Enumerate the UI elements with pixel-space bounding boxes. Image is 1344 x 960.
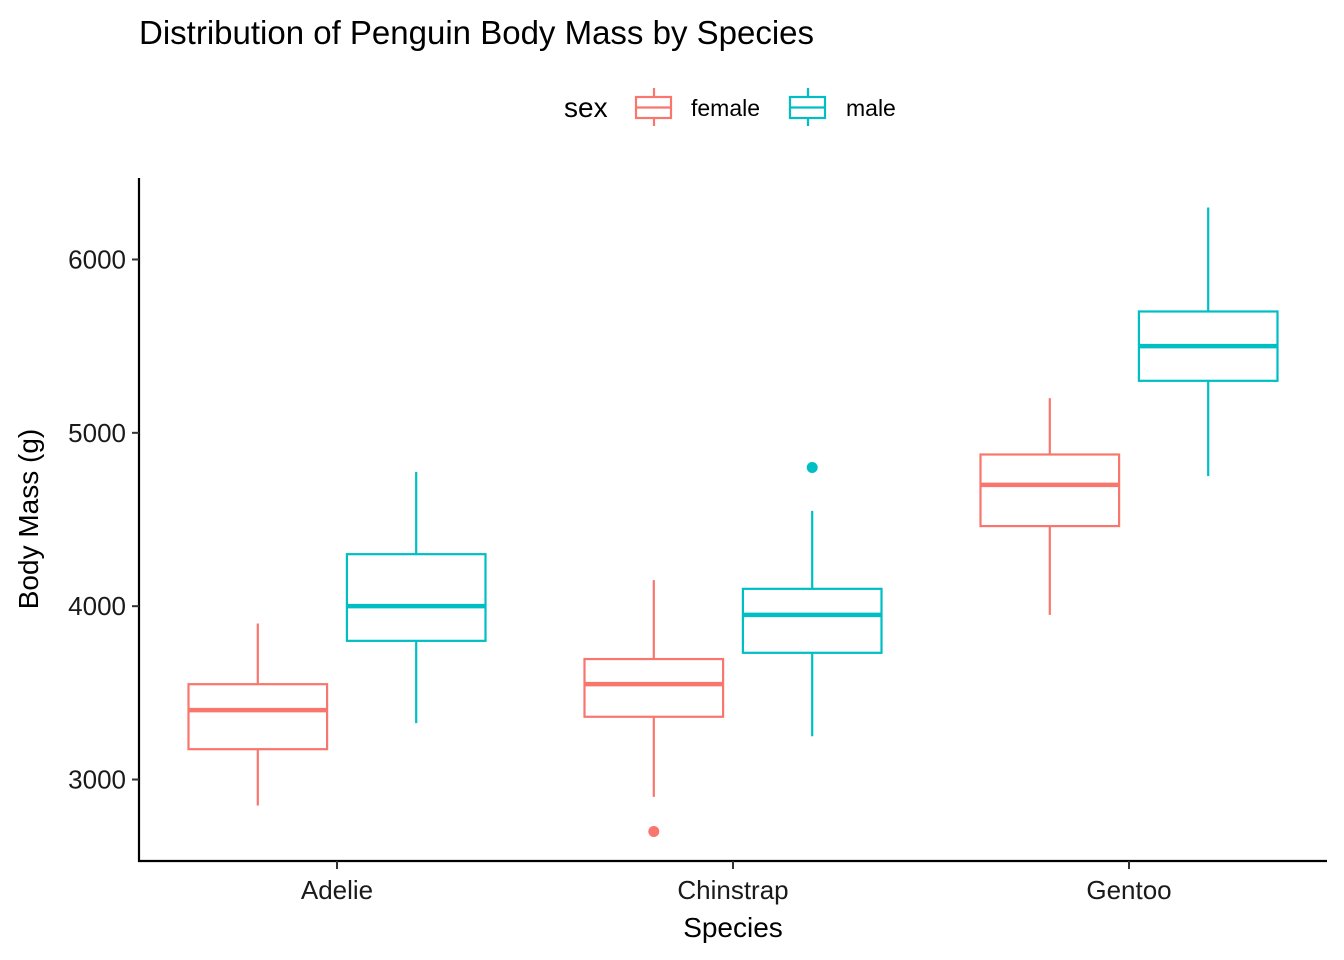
legend-key-male <box>788 88 827 126</box>
plot-area <box>187 207 1279 838</box>
y-axis-ticks: 3000 4000 5000 6000 <box>68 244 139 795</box>
x-axis-ticks: Adelie Chinstrap Gentoo <box>301 861 1172 905</box>
x-tick-label: Chinstrap <box>677 875 788 905</box>
box-iqr <box>345 553 487 642</box>
box-iqr <box>741 587 883 654</box>
box-adelie-male <box>345 471 487 724</box>
legend: sex female male <box>564 88 896 126</box>
box-chinstrap-female <box>583 580 725 838</box>
box-gentoo-female <box>979 398 1121 615</box>
outlier-point <box>806 461 818 473</box>
x-tick-label: Adelie <box>301 875 373 905</box>
legend-label-female: female <box>691 95 760 121</box>
chart-title: Distribution of Penguin Body Mass by Spe… <box>139 14 814 51</box>
outlier-point <box>648 826 660 838</box>
legend-label-male: male <box>846 95 896 121</box>
box-adelie-female <box>187 623 329 806</box>
legend-title: sex <box>564 92 608 123</box>
x-tick-label: Gentoo <box>1086 875 1171 905</box>
y-tick-label: 3000 <box>68 765 126 795</box>
y-tick-label: 4000 <box>68 591 126 621</box>
y-tick-label: 6000 <box>68 244 126 274</box>
box-iqr <box>583 657 725 718</box>
box-chinstrap-male <box>741 461 883 737</box>
legend-key-female <box>634 88 673 126</box>
box-iqr <box>187 683 329 751</box>
x-axis-title: Species <box>683 912 783 943</box>
y-axis-title: Body Mass (g) <box>13 429 44 610</box>
y-tick-label: 5000 <box>68 418 126 448</box>
box-iqr <box>979 453 1121 528</box>
box-gentoo-male <box>1137 207 1279 477</box>
